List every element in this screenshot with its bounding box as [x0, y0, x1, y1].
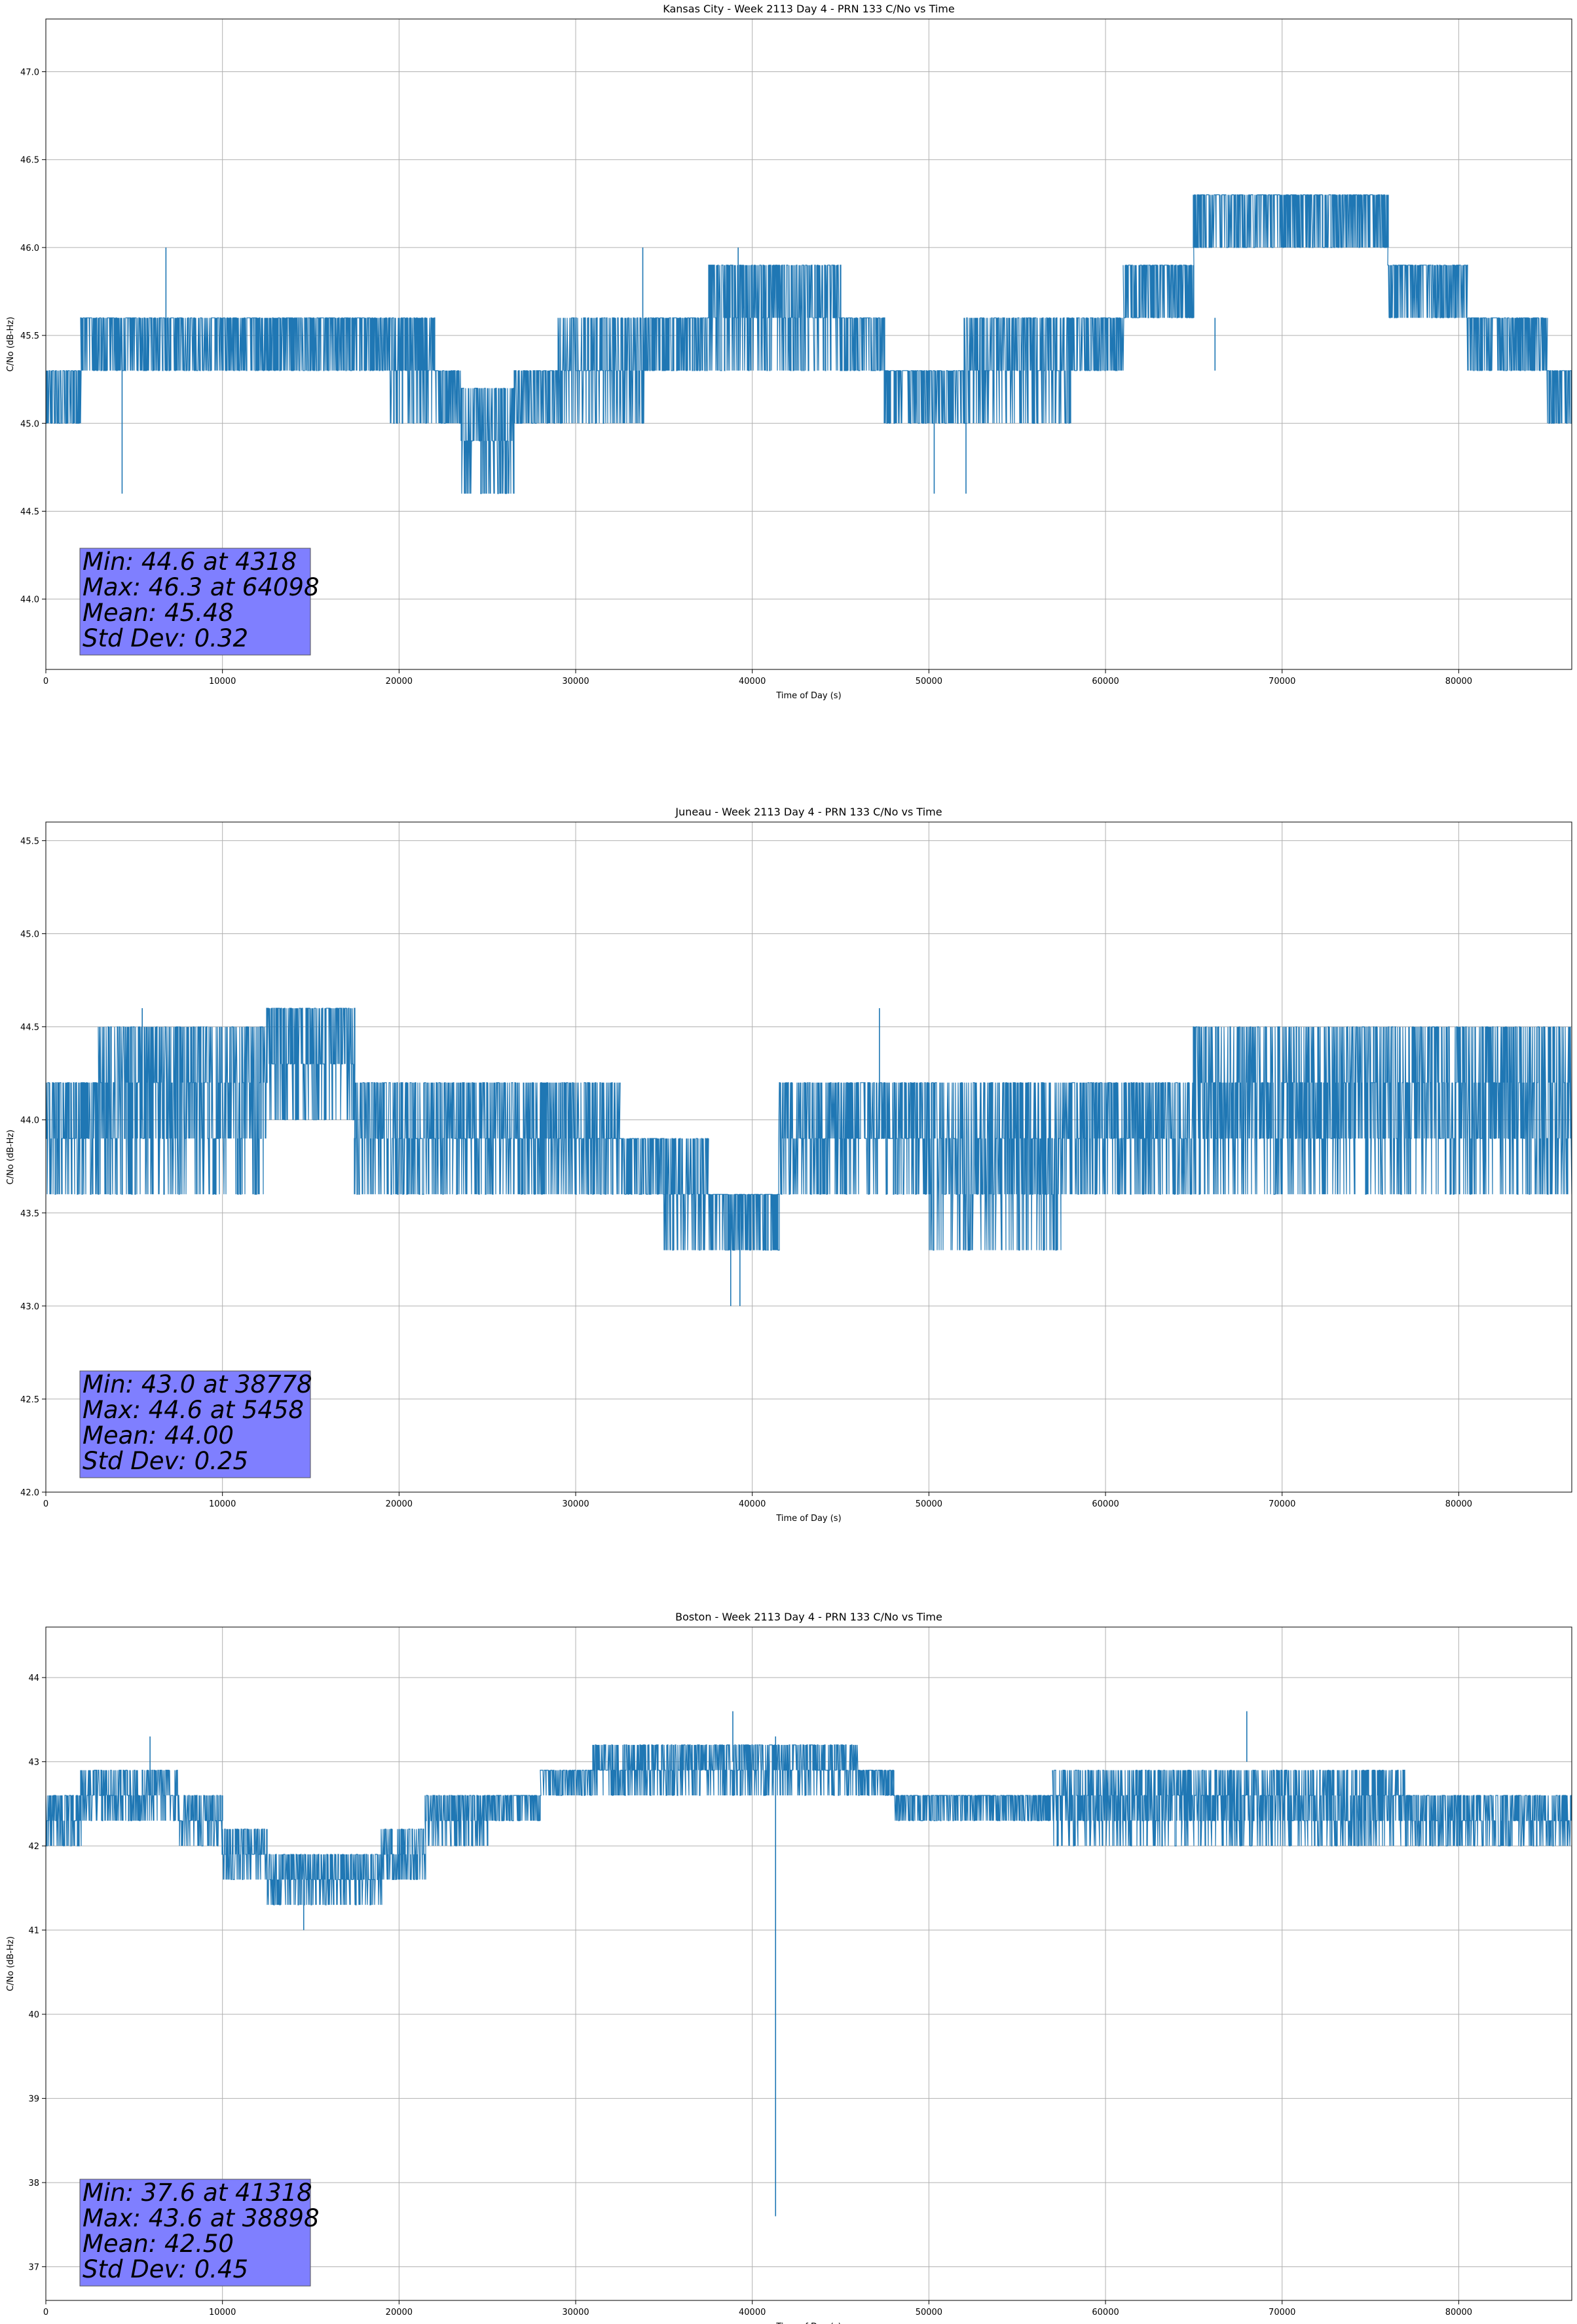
x-tick-label: 40000	[739, 1499, 766, 1509]
y-tick-label: 43	[28, 1758, 39, 1768]
y-tick-label: 45.0	[20, 930, 39, 940]
x-tick-label: 80000	[1445, 1499, 1472, 1509]
y-tick-label: 41	[28, 1926, 39, 1936]
series-line	[46, 1744, 1572, 1905]
y-tick-label: 47.0	[20, 68, 39, 78]
x-axis-label: Time of Day (s)	[775, 2322, 841, 2324]
stats-line: Min: 37.6 at 41318	[83, 2179, 312, 2207]
x-tick-label: 10000	[209, 677, 236, 686]
stats-line: Max: 43.6 at 38898	[83, 2204, 320, 2232]
y-tick-label: 45.5	[20, 331, 39, 341]
x-axis-label: Time of Day (s)	[775, 691, 841, 701]
y-tick-label: 44.0	[20, 595, 39, 605]
x-tick-label: 70000	[1269, 1499, 1295, 1509]
x-tick-label: 70000	[1269, 2308, 1295, 2317]
x-tick-label: 50000	[916, 1499, 942, 1509]
axes-frame	[45, 1626, 1572, 2301]
y-tick-label: 46.5	[20, 156, 39, 166]
stats-line: Mean: 42.50	[83, 2230, 234, 2258]
y-tick-label: 42	[28, 1842, 39, 1852]
x-tick-label: 50000	[916, 677, 942, 686]
stats-line: Mean: 45.48	[83, 599, 234, 627]
y-tick-label: 42.5	[20, 1395, 39, 1405]
stats-box-background	[79, 1370, 311, 1478]
x-tick-label: 60000	[1092, 2308, 1119, 2317]
x-axis-label: Time of Day (s)	[775, 1514, 841, 1524]
y-tick-label: 42.0	[20, 1488, 39, 1498]
y-tick-label: 43.0	[20, 1302, 39, 1312]
y-tick-label: 44.5	[20, 1023, 39, 1033]
x-tick-label: 10000	[209, 1499, 236, 1509]
stats-line: Max: 44.6 at 5458	[83, 1396, 304, 1424]
y-tick-label: 45.5	[20, 836, 39, 846]
x-tick-label: 30000	[562, 1499, 589, 1509]
y-tick-label: 40	[28, 2010, 39, 2020]
y-tick-label: 46.0	[20, 244, 39, 253]
y-axis-label: C/No (dB-Hz)	[6, 1130, 16, 1185]
stats-line: Min: 43.0 at 38778	[83, 1370, 312, 1398]
x-tick-label: 30000	[562, 2308, 589, 2317]
series-line	[46, 1007, 1572, 1251]
x-tick-label: 20000	[386, 677, 413, 686]
stats-line: Std Dev: 0.45	[83, 2255, 248, 2283]
axes-frame	[45, 18, 1572, 670]
x-tick-label: 0	[43, 2308, 48, 2317]
chart-1: Juneau - Week 2113 Day 4 - PRN 133 C/No …	[6, 806, 1572, 1524]
x-tick-label: 20000	[386, 2308, 413, 2317]
x-tick-label: 0	[43, 1499, 48, 1509]
y-axis-label: C/No (dB-Hz)	[6, 1936, 16, 1991]
y-tick-label: 38	[28, 2179, 39, 2188]
stats-box-background	[79, 548, 311, 656]
y-tick-label: 37	[28, 2263, 39, 2273]
y-tick-label: 44	[28, 1674, 39, 1683]
series-line	[46, 194, 1572, 495]
y-axis-label: C/No (dB-Hz)	[6, 317, 16, 372]
x-tick-label: 50000	[916, 2308, 942, 2317]
y-tick-label: 43.5	[20, 1209, 39, 1219]
x-tick-label: 60000	[1092, 677, 1119, 686]
y-tick-label: 45.0	[20, 419, 39, 429]
x-tick-label: 40000	[739, 2308, 766, 2317]
y-tick-label: 44.5	[20, 507, 39, 517]
x-tick-label: 20000	[386, 1499, 413, 1509]
axes-frame	[45, 821, 1572, 1493]
x-tick-label: 30000	[562, 677, 589, 686]
x-tick-label: 70000	[1269, 677, 1295, 686]
chart-2: Boston - Week 2113 Day 4 - PRN 133 C/No …	[6, 1611, 1572, 2324]
chart-title: Boston - Week 2113 Day 4 - PRN 133 C/No …	[675, 1611, 942, 1623]
stats-line: Std Dev: 0.32	[83, 624, 248, 652]
chart-title: Juneau - Week 2113 Day 4 - PRN 133 C/No …	[675, 806, 942, 818]
stats-line: Max: 46.3 at 64098	[83, 573, 320, 601]
y-tick-label: 44.0	[20, 1116, 39, 1126]
stats-line: Mean: 44.00	[83, 1421, 234, 1450]
x-tick-label: 60000	[1092, 1499, 1119, 1509]
chart-0: Kansas City - Week 2113 Day 4 - PRN 133 …	[6, 3, 1572, 701]
x-tick-label: 0	[43, 677, 48, 686]
x-tick-label: 80000	[1445, 677, 1472, 686]
stats-box-background	[79, 2179, 311, 2287]
y-tick-label: 39	[28, 2095, 39, 2105]
chart-title: Kansas City - Week 2113 Day 4 - PRN 133 …	[663, 3, 954, 15]
stats-line: Std Dev: 0.25	[83, 1447, 248, 1475]
x-tick-label: 40000	[739, 677, 766, 686]
stats-line: Min: 44.6 at 4318	[83, 548, 297, 576]
x-tick-label: 80000	[1445, 2308, 1472, 2317]
x-tick-label: 10000	[209, 2308, 236, 2317]
